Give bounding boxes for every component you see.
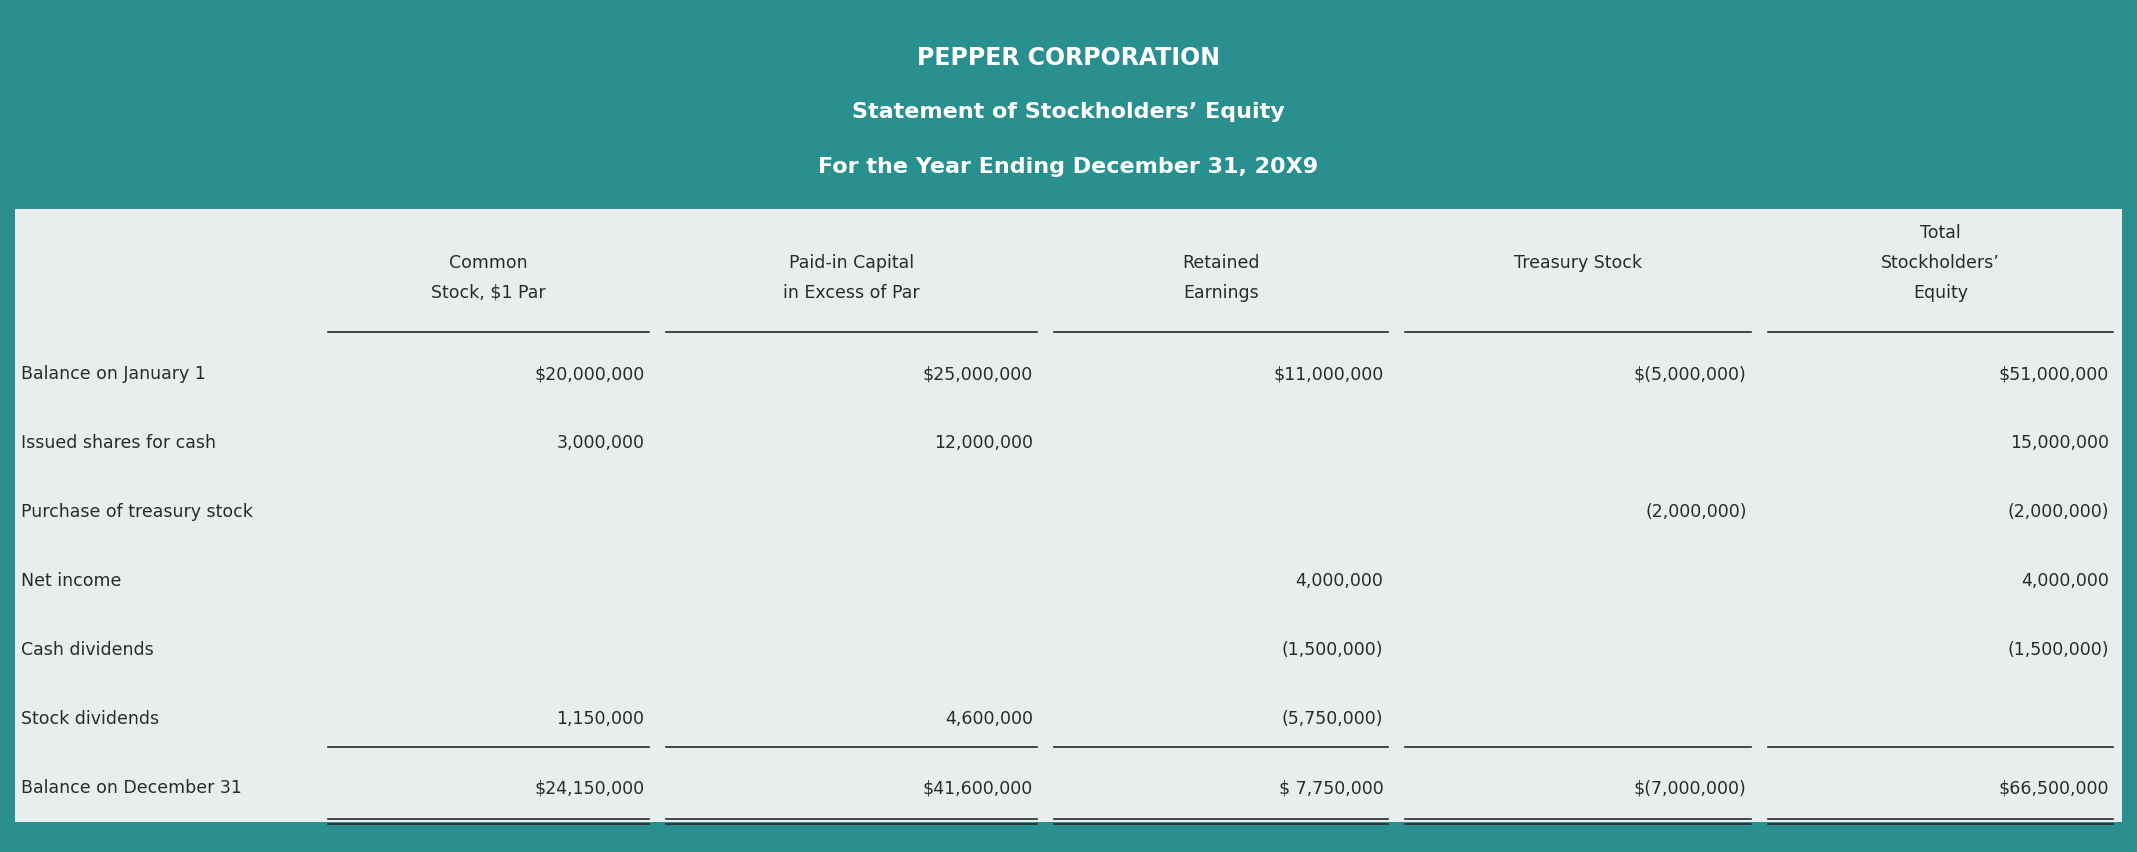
Text: 4,600,000: 4,600,000: [945, 710, 1032, 728]
Text: $11,000,000: $11,000,000: [1274, 365, 1383, 383]
Text: 4,000,000: 4,000,000: [1295, 572, 1383, 590]
Text: 12,000,000: 12,000,000: [934, 434, 1032, 452]
Bar: [15, 15, 2122, 210]
Text: For the Year Ending December 31, 20X9: For the Year Ending December 31, 20X9: [818, 157, 1319, 177]
Text: $20,000,000: $20,000,000: [534, 365, 645, 383]
Text: (5,750,000): (5,750,000): [1282, 710, 1383, 728]
Text: 4,000,000: 4,000,000: [2022, 572, 2109, 590]
Text: 15,000,000: 15,000,000: [2011, 434, 2109, 452]
Text: 3,000,000: 3,000,000: [556, 434, 645, 452]
Text: (2,000,000): (2,000,000): [2007, 503, 2109, 521]
Text: Earnings: Earnings: [1184, 284, 1259, 302]
Text: Balance on January 1: Balance on January 1: [21, 365, 205, 383]
Text: Issued shares for cash: Issued shares for cash: [21, 434, 216, 452]
Text: $ 7,750,000: $ 7,750,000: [1278, 779, 1383, 797]
Text: $41,600,000: $41,600,000: [923, 779, 1032, 797]
Text: in Excess of Par: in Excess of Par: [782, 284, 919, 302]
Text: Stock, $1 Par: Stock, $1 Par: [432, 284, 545, 302]
Text: (1,500,000): (1,500,000): [2007, 641, 2109, 659]
Text: Retained: Retained: [1182, 254, 1259, 272]
Text: Stock dividends: Stock dividends: [21, 710, 160, 728]
Text: Purchase of treasury stock: Purchase of treasury stock: [21, 503, 254, 521]
Text: Total: Total: [1921, 224, 1962, 242]
Text: Paid-in Capital: Paid-in Capital: [789, 254, 915, 272]
Text: Stockholders’: Stockholders’: [1881, 254, 2000, 272]
Text: Treasury Stock: Treasury Stock: [1513, 254, 1641, 272]
Text: Cash dividends: Cash dividends: [21, 641, 154, 659]
Text: PEPPER CORPORATION: PEPPER CORPORATION: [917, 46, 1220, 70]
Text: 1,150,000: 1,150,000: [556, 710, 645, 728]
Text: (1,500,000): (1,500,000): [1282, 641, 1383, 659]
Text: $51,000,000: $51,000,000: [1998, 365, 2109, 383]
Bar: [15, 210, 2122, 822]
Text: $25,000,000: $25,000,000: [923, 365, 1032, 383]
Text: $66,500,000: $66,500,000: [1998, 779, 2109, 797]
Text: Statement of Stockholders’ Equity: Statement of Stockholders’ Equity: [853, 102, 1284, 123]
Text: Common: Common: [449, 254, 528, 272]
Text: (2,000,000): (2,000,000): [1645, 503, 1746, 521]
Text: Equity: Equity: [1913, 284, 1968, 302]
Text: $24,150,000: $24,150,000: [534, 779, 645, 797]
Text: Net income: Net income: [21, 572, 122, 590]
Text: Balance on December 31: Balance on December 31: [21, 779, 241, 797]
Text: $(7,000,000): $(7,000,000): [1635, 779, 1746, 797]
Text: $(5,000,000): $(5,000,000): [1635, 365, 1746, 383]
